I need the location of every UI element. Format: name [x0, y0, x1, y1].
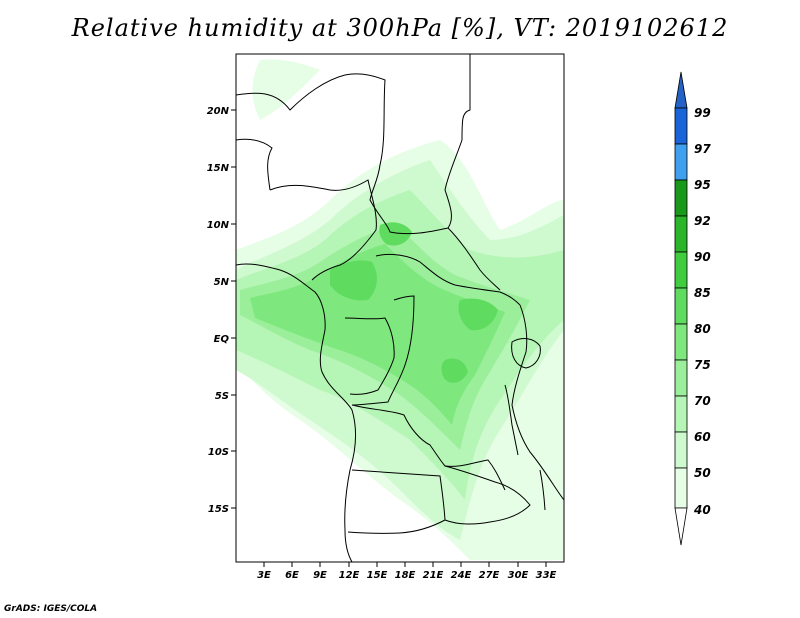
- border-congo: [344, 317, 395, 395]
- lat-tick-label: EQ: [214, 334, 230, 345]
- rh-75-region: [250, 244, 505, 425]
- colorbar-swatch: [674, 359, 688, 397]
- coastline: [236, 263, 357, 562]
- lon-tick-label: 30E: [508, 570, 529, 581]
- credit-text: GrADS: IGES/COLA: [4, 604, 98, 614]
- lon-tick-label: 3E: [257, 570, 271, 581]
- lon-tick-label: 12E: [339, 570, 360, 581]
- colorbar-label: 75: [694, 358, 711, 372]
- lon-tick-label: 33E: [536, 570, 557, 581]
- colorbar-bottom-arrow: [674, 507, 688, 546]
- lon-tick-label: 27E: [479, 570, 500, 581]
- colorbar-label: 60: [694, 430, 711, 444]
- colorbar-label: 97: [694, 142, 711, 156]
- colorbar-swatch: [674, 251, 688, 289]
- colorbar-swatch: [674, 467, 688, 509]
- border-zambia: [444, 465, 531, 525]
- lat-tick-label: 20N: [207, 106, 230, 117]
- colorbar-swatch: [674, 179, 688, 217]
- colorbar-label: 90: [694, 250, 711, 264]
- colorbar-label: 95: [694, 178, 711, 192]
- colorbar-top-arrow: [674, 71, 688, 109]
- rh-80-patches: [330, 222, 498, 383]
- border-drc: [351, 295, 506, 491]
- colorbar-swatch: [674, 215, 688, 253]
- lake-malawi: [539, 469, 546, 511]
- lake-tanganyika: [504, 384, 519, 456]
- colorbar-swatch: [674, 107, 688, 145]
- lat-tick-labels: 20N 15N 10N 5N EQ 5S 10S 15S: [207, 106, 230, 515]
- lon-tick-label: 18E: [395, 570, 416, 581]
- lon-tick-label: 21E: [423, 570, 444, 581]
- colorbar-swatch: [674, 323, 688, 361]
- lat-tick-label: 5N: [214, 277, 230, 288]
- border-car: [375, 253, 521, 306]
- lat-tick-label: 5S: [215, 391, 229, 402]
- colorbar-label: 99: [694, 106, 711, 120]
- border-nigeria: [269, 179, 377, 281]
- country-boundaries: [236, 54, 564, 562]
- map-title: Relative humidity at 300hPa [%], VT: 201…: [71, 14, 729, 42]
- rh-40-north: [252, 59, 320, 120]
- border-sudan: [444, 54, 471, 229]
- border-northwest: [236, 74, 346, 191]
- colorbar-swatch: [674, 395, 688, 433]
- humidity-field: [236, 59, 564, 560]
- lat-tick-label: 10S: [208, 447, 229, 458]
- lon-tick-label: 15E: [367, 570, 388, 581]
- colorbar-label: 80: [694, 322, 711, 336]
- lake-victoria: [511, 338, 541, 369]
- colorbar-label: 92: [694, 214, 711, 228]
- colorbar-swatch: [674, 287, 688, 325]
- lat-tick-label: 15S: [208, 504, 229, 515]
- map-frame: [235, 53, 565, 563]
- lat-ticks: [231, 109, 236, 509]
- lon-tick-label: 9E: [313, 570, 327, 581]
- lat-tick-label: 15N: [207, 163, 230, 174]
- colorbar-labels: 40 50 60 70 75 80 85 90 92 95 97 99: [693, 106, 711, 517]
- colorbar-label: 50: [694, 466, 711, 480]
- colorbar-label: 40: [693, 503, 711, 517]
- colorbar-swatch: [674, 143, 688, 181]
- border-angola: [347, 469, 446, 534]
- colorbar: [674, 71, 688, 546]
- colorbar-label: 70: [694, 394, 711, 408]
- border-chad: [344, 73, 501, 291]
- lon-tick-label: 6E: [285, 570, 299, 581]
- lon-tick-labels: 3E 6E 9E 12E 15E 18E 21E 24E 27E 30E 33E: [257, 570, 556, 581]
- lat-tick-label: 10N: [207, 220, 230, 231]
- lon-tick-label: 24E: [451, 570, 472, 581]
- colorbar-label: 85: [694, 286, 711, 300]
- colorbar-swatch: [674, 431, 688, 469]
- lon-ticks: [263, 562, 547, 567]
